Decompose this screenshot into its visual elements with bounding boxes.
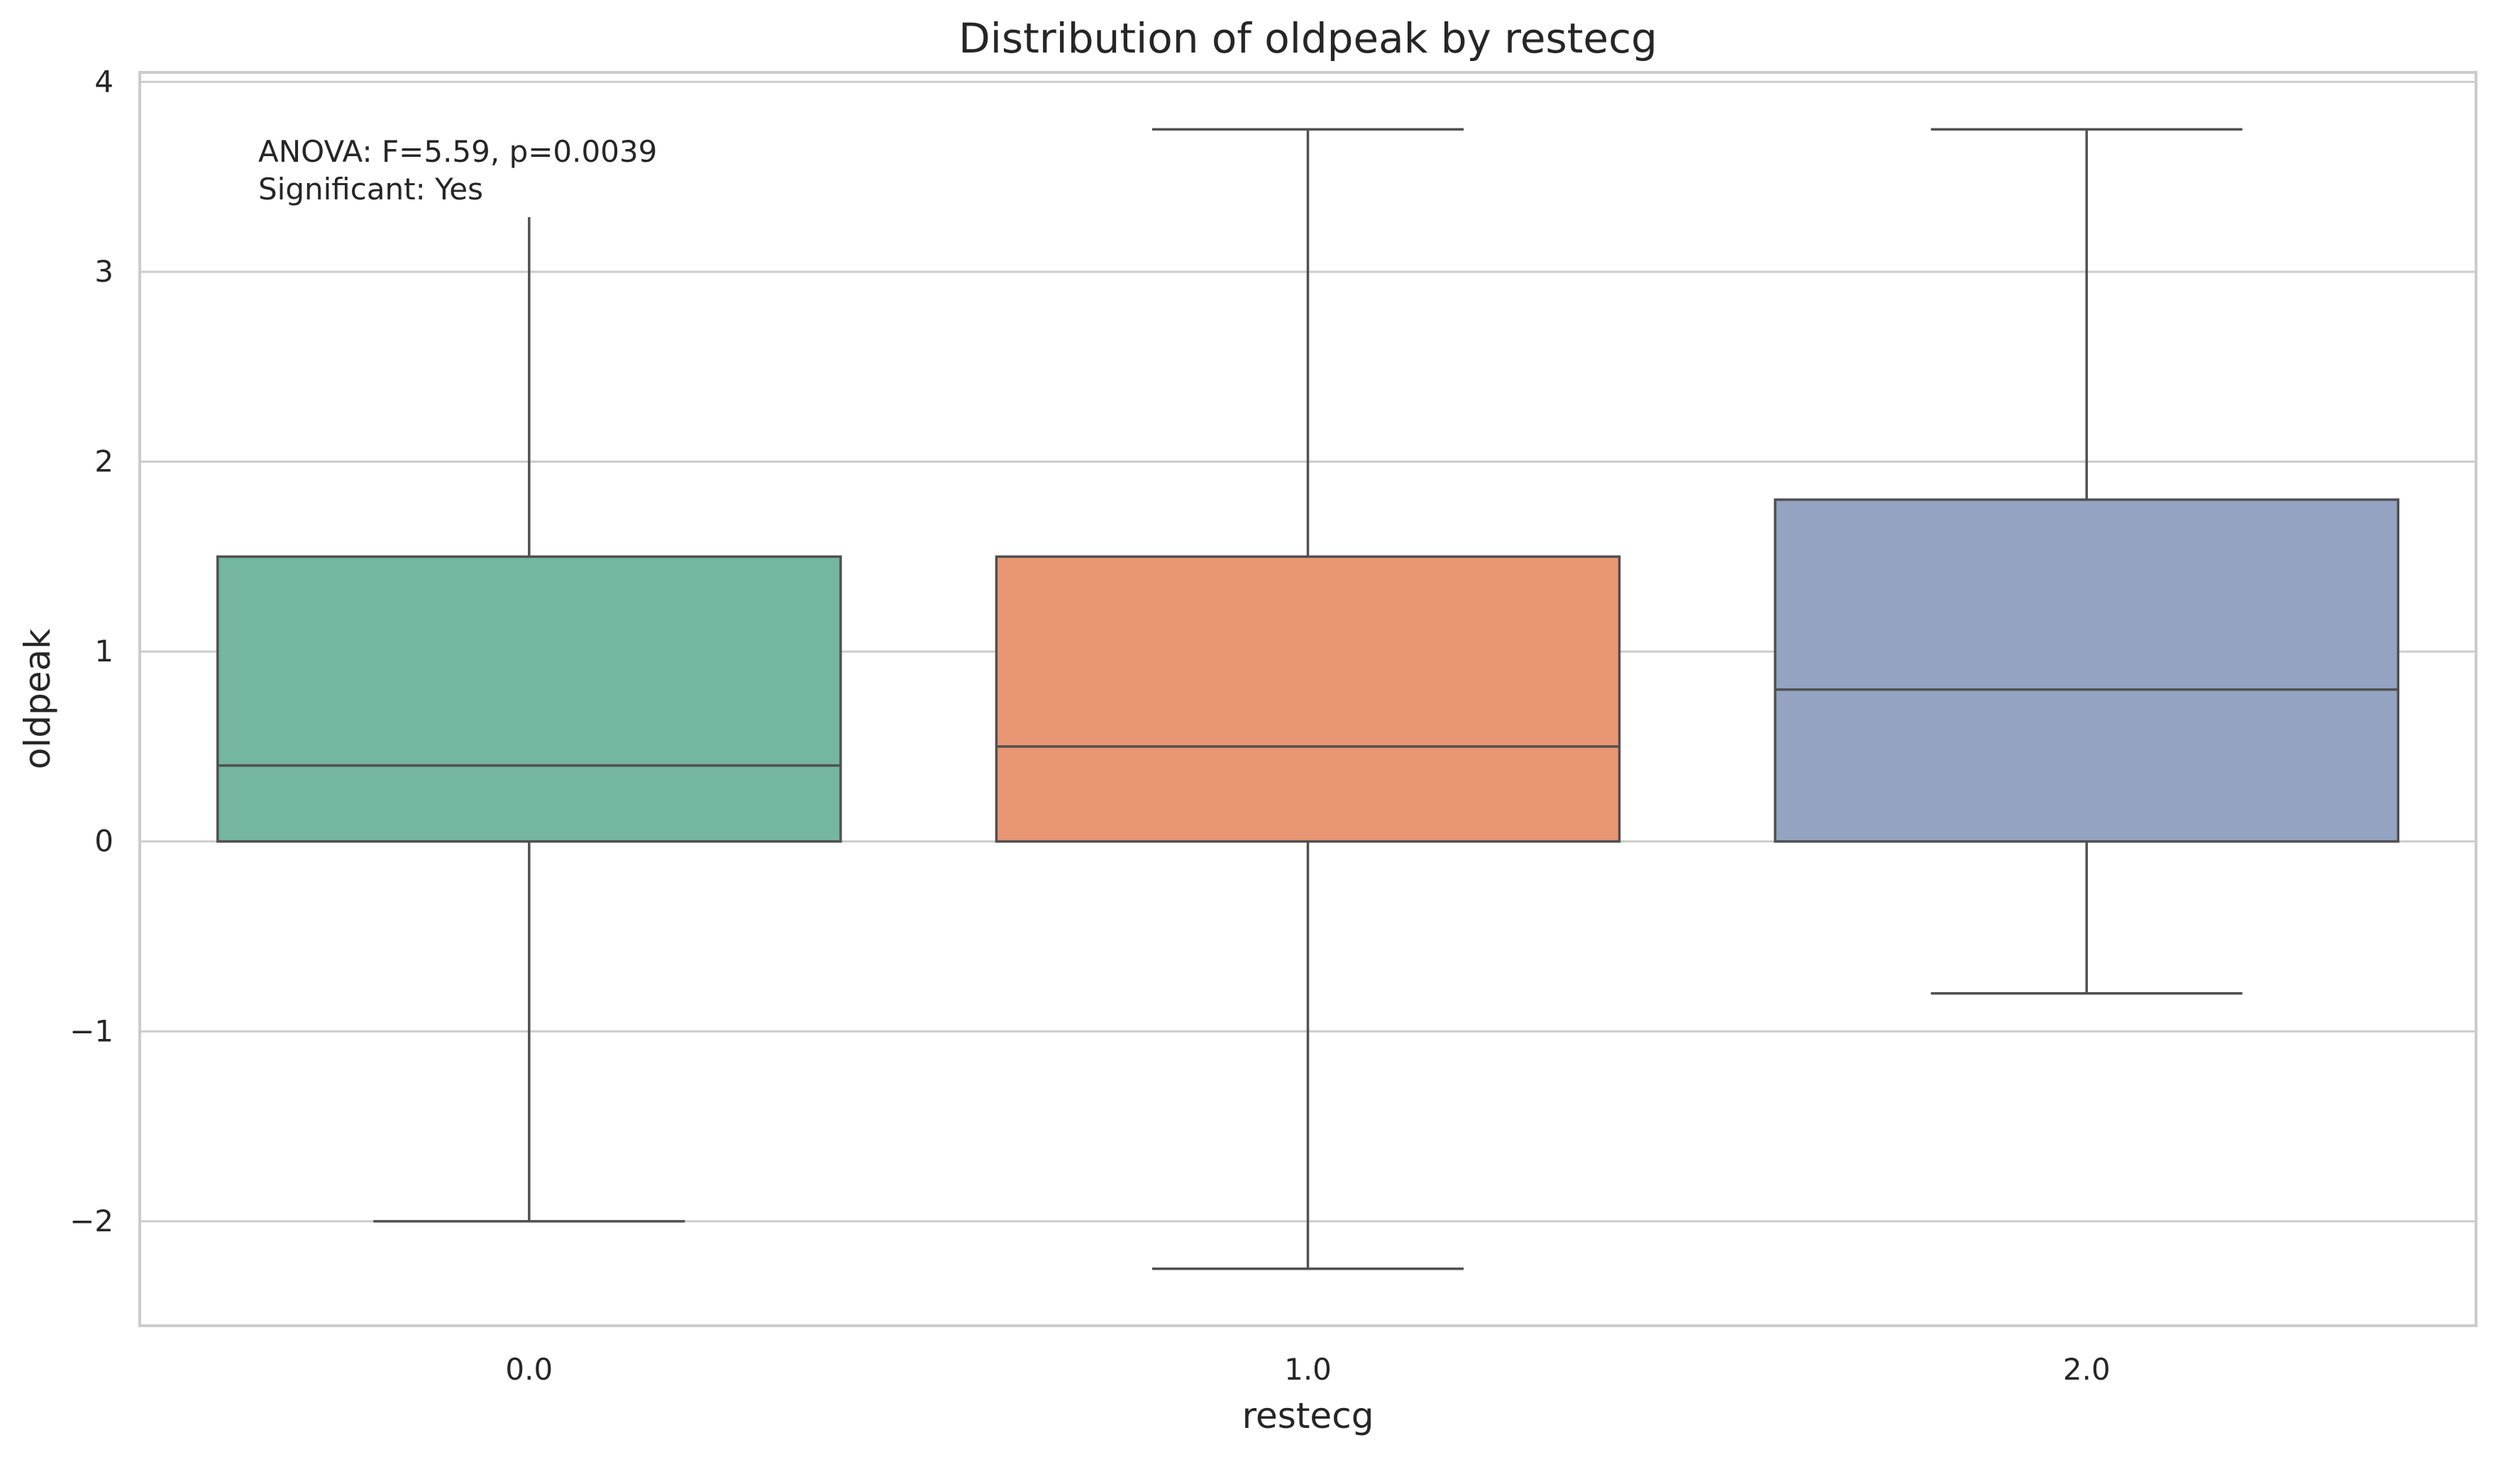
annotation-line-significant: Significant: Yes [258, 172, 483, 207]
x-axis-label: restecg [1242, 1395, 1374, 1436]
chart-title: Distribution of oldpeak by restecg [958, 14, 1657, 62]
x-tick-label: 2.0 [2063, 1352, 2111, 1387]
x-tick-labels: 0.0 1.0 2.0 [505, 1352, 2110, 1387]
y-tick-label: 3 [94, 254, 114, 289]
box-iqr [995, 555, 1621, 843]
y-tick-label: −2 [70, 1204, 114, 1238]
y-axis-label: oldpeak [17, 629, 58, 769]
x-tick-label: 0.0 [505, 1352, 553, 1387]
box-iqr [1774, 498, 2399, 843]
y-tick-label: 0 [94, 824, 114, 859]
y-tick-label: 1 [94, 634, 114, 669]
annotation: ANOVA: F=5.59, p=0.0039 Significant: Yes [248, 128, 694, 217]
box-group [995, 128, 1621, 1270]
boxplot-boxes [216, 128, 2399, 1270]
box-group [216, 128, 842, 1223]
annotation-background [248, 128, 694, 217]
y-tick-label: −1 [70, 1013, 114, 1048]
plot-frame [138, 71, 2477, 1327]
y-tick-label: 2 [94, 444, 114, 479]
annotation-line-anova: ANOVA: F=5.59, p=0.0039 [258, 134, 657, 169]
box-iqr [216, 555, 842, 843]
y-tick-label: 4 [94, 64, 114, 99]
box-group [1774, 128, 2399, 995]
y-tick-labels: −2 −1 0 1 2 3 4 [70, 64, 114, 1238]
x-tick-label: 1.0 [1284, 1352, 1332, 1387]
